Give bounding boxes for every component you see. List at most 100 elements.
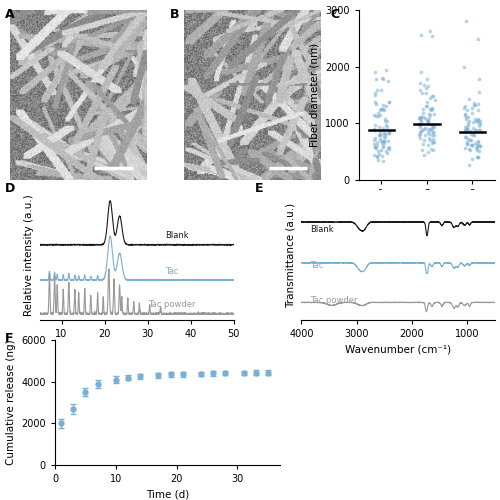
Point bbox=[379, 124, 387, 132]
Point bbox=[422, 89, 430, 97]
Point bbox=[377, 137, 385, 145]
Point bbox=[421, 114, 429, 122]
Point bbox=[463, 126, 471, 134]
Text: Tac powder: Tac powder bbox=[148, 300, 195, 309]
Point bbox=[425, 114, 433, 122]
Point bbox=[377, 146, 385, 154]
Point bbox=[428, 144, 436, 152]
Point bbox=[418, 109, 426, 117]
Point bbox=[461, 127, 469, 135]
Point bbox=[417, 118, 425, 126]
Text: A: A bbox=[5, 8, 15, 20]
Point bbox=[418, 89, 426, 97]
Point bbox=[371, 68, 379, 76]
Point bbox=[378, 105, 386, 113]
Point bbox=[430, 130, 438, 138]
Point bbox=[420, 140, 428, 148]
Point bbox=[476, 75, 484, 83]
Point bbox=[475, 122, 483, 130]
Point bbox=[465, 162, 473, 170]
Point bbox=[370, 136, 378, 144]
Point bbox=[418, 116, 426, 124]
Point bbox=[462, 114, 470, 122]
Point bbox=[463, 106, 471, 114]
Text: B: B bbox=[170, 8, 179, 20]
Point bbox=[461, 111, 469, 119]
Point bbox=[468, 141, 476, 149]
Point bbox=[428, 121, 436, 129]
Point bbox=[424, 82, 432, 90]
Point bbox=[420, 105, 428, 113]
Point bbox=[431, 96, 439, 104]
Point bbox=[470, 126, 478, 134]
Point bbox=[372, 121, 380, 129]
Point bbox=[429, 122, 437, 130]
Point bbox=[469, 118, 477, 126]
Point bbox=[464, 121, 471, 129]
Point bbox=[464, 120, 472, 128]
Point bbox=[377, 86, 385, 94]
Point bbox=[416, 113, 424, 121]
Point bbox=[424, 148, 432, 156]
Point bbox=[426, 111, 434, 119]
Point bbox=[370, 140, 378, 148]
Point bbox=[464, 96, 472, 104]
Point bbox=[372, 74, 380, 82]
Point bbox=[476, 118, 484, 126]
Point bbox=[460, 62, 468, 70]
Text: E: E bbox=[255, 182, 264, 196]
Point bbox=[416, 115, 424, 123]
Point bbox=[464, 135, 472, 143]
Point bbox=[429, 128, 437, 136]
Point bbox=[473, 154, 481, 162]
Point bbox=[472, 126, 480, 134]
Point bbox=[429, 134, 437, 142]
Point bbox=[382, 123, 390, 131]
Point bbox=[385, 127, 393, 135]
Point bbox=[428, 32, 436, 40]
Point bbox=[426, 105, 434, 113]
Point bbox=[375, 131, 383, 139]
Point bbox=[371, 89, 379, 97]
Point bbox=[474, 117, 482, 125]
Point bbox=[376, 130, 384, 138]
Point bbox=[463, 122, 471, 130]
Point bbox=[430, 123, 438, 131]
Point bbox=[417, 32, 425, 40]
Point bbox=[474, 152, 482, 160]
Point bbox=[429, 128, 437, 136]
Point bbox=[417, 113, 425, 121]
Point bbox=[470, 114, 478, 122]
Point bbox=[429, 92, 437, 100]
Point bbox=[430, 138, 438, 146]
Point bbox=[476, 142, 484, 150]
Point bbox=[468, 104, 476, 112]
Point bbox=[476, 126, 484, 134]
Point bbox=[416, 128, 424, 136]
Text: Tac: Tac bbox=[165, 267, 178, 276]
Point bbox=[462, 126, 469, 134]
X-axis label: Wavenumber (cm⁻¹): Wavenumber (cm⁻¹) bbox=[345, 344, 452, 354]
Point bbox=[380, 136, 388, 144]
X-axis label: 2θ (°): 2θ (°) bbox=[122, 344, 152, 354]
Point bbox=[470, 99, 478, 107]
Point bbox=[424, 128, 432, 136]
Point bbox=[426, 27, 434, 35]
Point bbox=[384, 137, 392, 145]
Text: D: D bbox=[5, 182, 15, 196]
Point bbox=[462, 140, 470, 148]
Text: Tac: Tac bbox=[310, 261, 323, 270]
Point bbox=[428, 132, 436, 140]
Point bbox=[474, 106, 482, 114]
Point bbox=[416, 79, 424, 87]
Point bbox=[370, 125, 378, 133]
Point bbox=[382, 116, 390, 124]
Point bbox=[372, 86, 380, 94]
Point bbox=[416, 120, 424, 128]
Point bbox=[468, 108, 476, 116]
Point bbox=[374, 112, 382, 120]
Point bbox=[382, 102, 390, 110]
Point bbox=[416, 123, 424, 131]
Point bbox=[380, 143, 388, 151]
Text: Blank: Blank bbox=[165, 232, 188, 240]
